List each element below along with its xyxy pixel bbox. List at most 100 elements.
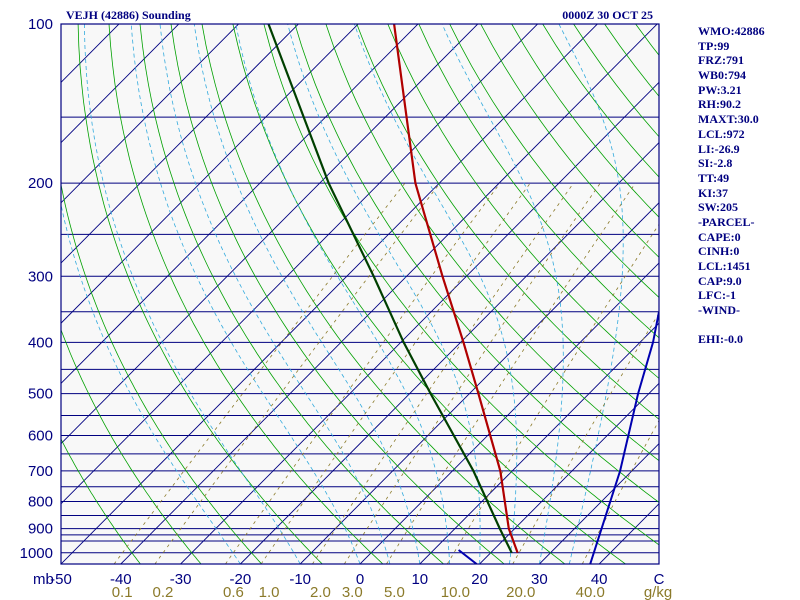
- pressure-unit-label: mb: [33, 571, 54, 588]
- sounding-indices-panel: WMO:42886 TP:99 FRZ:791 WB0:794 PW:3.21 RH:90…: [698, 24, 765, 347]
- sounding-index-item: [698, 318, 765, 333]
- mixing-ratio-tick-label: 0.1: [112, 584, 133, 600]
- isotherm-line: [539, 442, 659, 564]
- temperature-tick-label: 30: [531, 571, 548, 588]
- isotherm-line: [61, 24, 479, 445]
- sounding-index-item: RH:90.2: [698, 97, 741, 112]
- temperature-tick-label: C: [654, 571, 665, 588]
- isotherm-line: [359, 262, 659, 564]
- grid-lines: [61, 24, 659, 564]
- mixing-ratio-tick-label: g/kg: [644, 584, 672, 600]
- mixing-ratio-line: [581, 419, 659, 564]
- mixing-ratio-tick-label: 2.0: [310, 584, 331, 600]
- sounding-index-item: KI:37: [698, 185, 728, 200]
- isotherm-line: [61, 24, 419, 385]
- dry-adiabat-line: [201, 24, 566, 564]
- dry-adiabat-line: [263, 24, 659, 546]
- sounding-index-item: WB0:794: [698, 68, 746, 83]
- mixing-ratio-tick-label: 10.0: [441, 584, 470, 600]
- dry-adiabat-line: [449, 24, 659, 299]
- isotherm-line: [180, 81, 659, 564]
- mixing-ratio-tick-label: 40.0: [576, 584, 605, 600]
- mixing-ratio-line: [113, 182, 406, 564]
- mixing-ratio-tick-label: 0.6: [223, 584, 244, 600]
- temperature-tick-label: 0: [356, 571, 364, 588]
- plot-area: [61, 24, 659, 564]
- dewpoint-trace: [267, 24, 513, 554]
- isotherm-line: [240, 141, 659, 564]
- pressure-tick-label: 100: [28, 16, 53, 33]
- pressure-tick-label: 900: [28, 521, 53, 538]
- mixing-ratio-tick-label: 1.0: [259, 584, 280, 600]
- moist-adiabat-line: [287, 24, 481, 564]
- sounding-index-item: WMO:42886: [698, 24, 765, 38]
- pressure-tick-label: 1000: [20, 545, 53, 562]
- temperature-tick-label: 20: [471, 571, 488, 588]
- dry-adiabat-line: [61, 328, 202, 564]
- temperature-trace: [393, 24, 519, 554]
- dry-adiabat-line: [325, 24, 659, 462]
- dry-adiabat-line: [170, 24, 505, 564]
- moist-adiabat-line: [159, 24, 391, 564]
- moist-adiabat-line: [61, 203, 241, 564]
- mixing-ratio-line: [343, 182, 601, 564]
- sounding-index-item: TP:99: [698, 38, 730, 53]
- dry-adiabat-line: [480, 24, 659, 258]
- temperature-tick-label: -10: [289, 571, 311, 588]
- pressure-tick-label: 600: [28, 427, 53, 444]
- temperature-tick-label: -40: [110, 571, 132, 588]
- sounding-index-item: LFC:-1: [698, 288, 736, 303]
- sounding-index-item: EHI:-0.0: [698, 332, 743, 347]
- sounding-index-item: MAXT:30.0: [698, 112, 759, 127]
- dry-adiabat-line: [61, 438, 141, 564]
- isotherm-line: [61, 24, 359, 324]
- time-label: 0000Z 30 OCT 25: [562, 8, 653, 22]
- dry-adiabat-line: [387, 24, 659, 379]
- dry-adiabat-line: [77, 24, 323, 564]
- dry-adiabat-line: [139, 24, 444, 564]
- sounding-index-item: -PARCEL-: [698, 214, 755, 229]
- temperature-tick-label: -50: [50, 571, 72, 588]
- sounding-profiles: [267, 24, 659, 564]
- moist-adiabat-line: [235, 24, 451, 564]
- pressure-tick-label: 300: [28, 268, 53, 285]
- wind-profile-line: [589, 311, 659, 564]
- sounding-index-item: SW:205: [698, 200, 739, 215]
- isotherm-line: [479, 382, 659, 564]
- moist-adiabat-line: [558, 24, 624, 564]
- sounding-index-item: LCL:972: [698, 126, 745, 141]
- dry-adiabat-line: [61, 182, 262, 564]
- isotherm-line: [61, 24, 539, 505]
- dry-adiabat-line: [418, 24, 659, 339]
- pressure-tick-label: 500: [28, 386, 53, 403]
- sounding-index-item: -WIND-: [698, 303, 740, 318]
- pressure-tick-label: 800: [28, 494, 53, 511]
- dry-adiabat-line: [511, 24, 659, 218]
- mixing-ratio-tick-label: 3.0: [342, 584, 363, 600]
- sounding-index-item: TT:49: [698, 170, 730, 185]
- temperature-tick-label: 40: [591, 571, 608, 588]
- pressure-tick-label: 700: [28, 463, 53, 480]
- pressure-tick-label: 200: [28, 175, 53, 192]
- sounding-index-item: SI:-2.8: [698, 156, 733, 171]
- dry-adiabat-line: [294, 24, 659, 503]
- mixing-ratio-line: [225, 182, 501, 564]
- isotherm-line: [120, 24, 658, 564]
- mixing-ratio-line: [386, 182, 636, 564]
- moist-adiabat-line: [84, 24, 301, 564]
- sounding-index-item: PW:3.21: [698, 82, 742, 97]
- mixing-ratio-line: [446, 223, 659, 564]
- sounding-index-item: CINH:0: [698, 244, 740, 259]
- sounding-index-item: CAP:9.0: [698, 273, 742, 288]
- mixing-ratio-tick-label: 20.0: [506, 584, 535, 600]
- pressure-tick-label: 400: [28, 334, 53, 351]
- moist-adiabat-line: [354, 24, 518, 564]
- isotherm-line: [61, 24, 599, 564]
- isotherm-line: [61, 24, 300, 264]
- wind-barb: [457, 549, 478, 564]
- isotherm-line: [299, 202, 659, 564]
- mixing-ratio-line: [154, 182, 441, 564]
- sounding-index-item: LCL:1451: [698, 259, 751, 273]
